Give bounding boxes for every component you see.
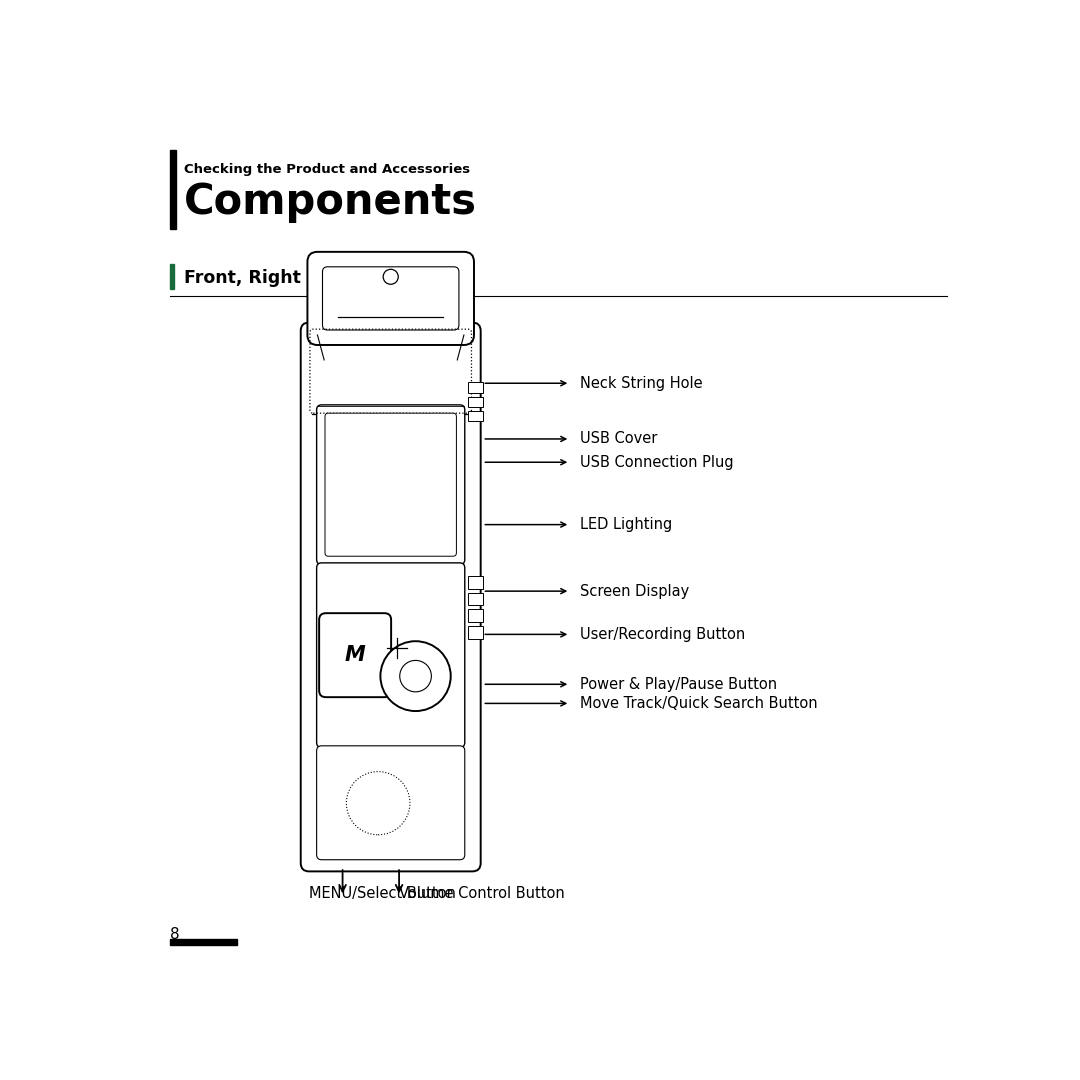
Bar [171, 265, 174, 289]
Text: Volume Control Button: Volume Control Button [399, 886, 565, 901]
Text: Screen Display: Screen Display [580, 583, 689, 598]
FancyBboxPatch shape [316, 563, 464, 747]
FancyBboxPatch shape [316, 405, 464, 565]
Text: MENU/Select Button: MENU/Select Button [309, 886, 456, 901]
Text: USB Cover: USB Cover [580, 431, 658, 446]
FancyBboxPatch shape [325, 414, 457, 556]
Circle shape [380, 642, 450, 711]
Bar [468, 576, 483, 589]
Text: Power & Play/Pause Button: Power & Play/Pause Button [580, 677, 778, 692]
Text: USB Connection Plug: USB Connection Plug [580, 455, 734, 470]
Bar [171, 939, 238, 945]
Bar [171, 150, 176, 229]
Bar [468, 410, 483, 421]
FancyBboxPatch shape [300, 323, 481, 872]
Text: Components: Components [184, 181, 476, 222]
Bar [468, 396, 483, 407]
FancyBboxPatch shape [316, 746, 464, 860]
Text: LED Lighting: LED Lighting [580, 517, 673, 532]
Bar [468, 382, 483, 393]
FancyBboxPatch shape [308, 252, 474, 345]
Bar [468, 626, 483, 638]
Bar [468, 609, 483, 622]
Text: Move Track/Quick Search Button: Move Track/Quick Search Button [580, 696, 818, 711]
Text: 8: 8 [171, 927, 179, 942]
Bar [468, 593, 483, 605]
Circle shape [400, 660, 431, 692]
FancyBboxPatch shape [320, 613, 391, 698]
Text: M: M [345, 645, 365, 665]
FancyBboxPatch shape [323, 267, 459, 330]
Text: Front, Right Side and Top: Front, Right Side and Top [184, 269, 432, 286]
Text: User/Recording Button: User/Recording Button [580, 626, 745, 642]
Circle shape [383, 269, 399, 284]
Text: Neck String Hole: Neck String Hole [580, 376, 703, 391]
Text: Checking the Product and Accessories: Checking the Product and Accessories [184, 163, 470, 176]
